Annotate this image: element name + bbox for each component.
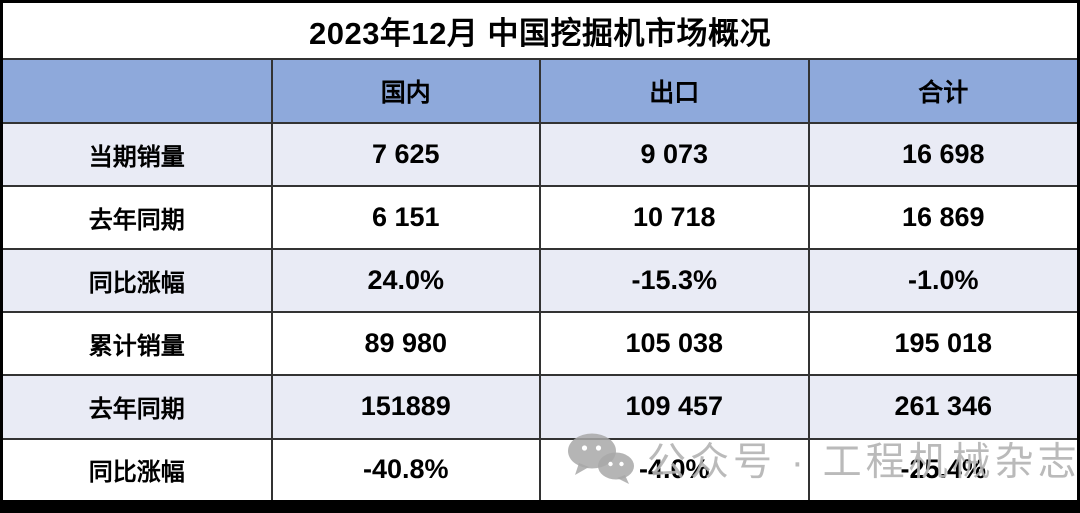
cell-export: 109 457 (539, 374, 810, 440)
row-label: 去年同期 (3, 374, 273, 440)
excavator-market-table: 2023年12月 中国挖掘机市场概况 国内 出口 合计 当期销量 7 625 9… (3, 3, 1077, 500)
row-label: 同比涨幅 (3, 248, 273, 314)
column-header-blank (3, 58, 273, 124)
cell-total: -1.0% (807, 248, 1077, 314)
column-header-total: 合计 (807, 58, 1077, 124)
cell-domestic: 89 980 (270, 311, 541, 377)
table-row-current-sales: 当期销量 7 625 9 073 16 698 (3, 121, 1077, 188)
table-row-last-year-period: 去年同期 6 151 10 718 16 869 (3, 185, 1077, 251)
cell-export: -4.0% (539, 437, 810, 500)
cell-export: 105 038 (539, 311, 810, 377)
cell-domestic: 7 625 (270, 121, 541, 188)
cell-export: -15.3% (539, 248, 810, 314)
cell-total: -25.4% (807, 437, 1077, 500)
table-row-last-year-cumulative: 去年同期 151889 109 457 261 346 (3, 374, 1077, 440)
table-row-cumulative-sales: 累计销量 89 980 105 038 195 018 (3, 311, 1077, 377)
cell-export: 9 073 (539, 121, 810, 188)
table-title-row: 2023年12月 中国挖掘机市场概况 (3, 3, 1077, 60)
page-title: 2023年12月 中国挖掘机市场概况 (3, 3, 1077, 60)
cell-total: 261 346 (807, 374, 1077, 440)
table-header-row: 国内 出口 合计 (3, 58, 1077, 124)
table-row-cumulative-yoy-change: 同比涨幅 -40.8% -4.0% -25.4% (3, 437, 1077, 500)
row-label: 去年同期 (3, 185, 273, 251)
row-label: 当期销量 (3, 121, 273, 188)
table-row-yoy-change: 同比涨幅 24.0% -15.3% -1.0% (3, 248, 1077, 314)
column-header-export: 出口 (539, 58, 810, 124)
cell-total: 195 018 (807, 311, 1077, 377)
cell-domestic: 151889 (270, 374, 541, 440)
row-label: 同比涨幅 (3, 437, 273, 500)
cell-domestic: 6 151 (270, 185, 541, 251)
column-header-domestic: 国内 (270, 58, 541, 124)
cell-domestic: 24.0% (270, 248, 541, 314)
cell-domestic: -40.8% (270, 437, 541, 500)
cell-export: 10 718 (539, 185, 810, 251)
cell-total: 16 869 (807, 185, 1077, 251)
row-label: 累计销量 (3, 311, 273, 377)
cell-total: 16 698 (807, 121, 1077, 188)
